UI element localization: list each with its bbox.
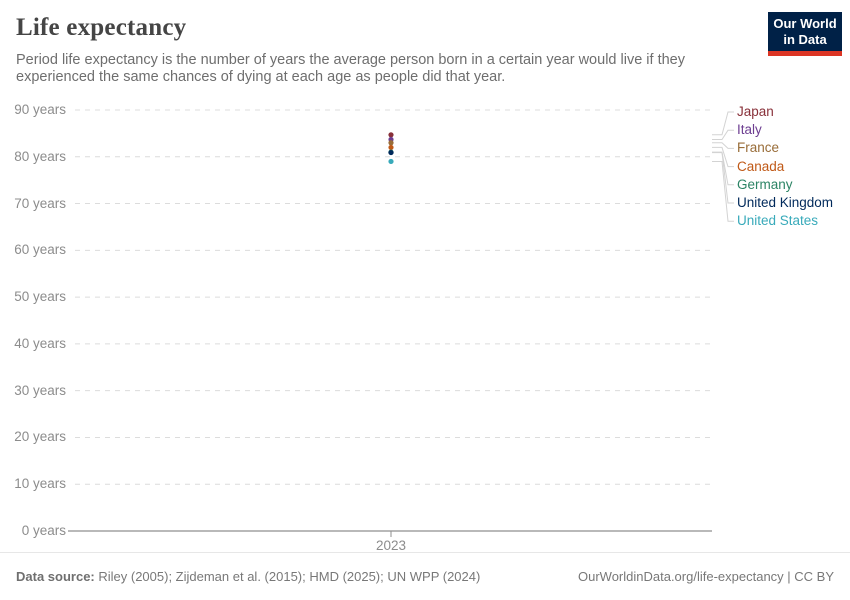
data-point-united-kingdom[interactable]	[388, 149, 394, 156]
data-point-united-states[interactable]	[388, 158, 394, 165]
y-tick-label: 10 years	[14, 476, 66, 492]
footer-link[interactable]: OurWorldinData.org/life-expectancy | CC …	[577, 569, 834, 584]
legend-leader-line	[712, 111, 734, 136]
legend-label-canada[interactable]: Canada	[737, 158, 785, 174]
owid-logo-line1: Our World	[773, 16, 837, 31]
y-tick-label: 40 years	[14, 335, 66, 351]
owid-logo[interactable]: Our World in Data	[768, 12, 842, 56]
y-tick-label: 90 years	[14, 102, 66, 117]
y-tick-label: 80 years	[14, 148, 66, 164]
legend-label-united-states[interactable]: United States	[737, 213, 819, 229]
legend-leader-line	[712, 142, 734, 149]
x-axis-tick-label: 2023	[375, 538, 407, 553]
y-tick-label: 70 years	[14, 195, 66, 211]
legend-leader-line	[712, 152, 734, 204]
legend-leader-line	[712, 146, 734, 168]
legend-label-france[interactable]: France	[737, 140, 780, 156]
footer-source-text: Riley (2005); Zijdeman et al. (2015); HM…	[94, 569, 481, 584]
legend-label-germany[interactable]: Germany	[737, 176, 793, 192]
legend-leader-line	[712, 129, 734, 140]
legend-label-italy[interactable]: Italy	[737, 122, 762, 138]
footer: Data source: Riley (2005); Zijdeman et a…	[0, 552, 850, 584]
chart-subtitle: Period life expectancy is the number of …	[16, 52, 685, 85]
footer-source: Data source: Riley (2005); Zijdeman et a…	[16, 569, 480, 584]
y-tick-label: 0 years	[21, 523, 66, 538]
chart-title: Life expectancy	[16, 14, 187, 41]
data-point-france[interactable]	[388, 140, 394, 146]
legend-leader-line	[712, 160, 734, 222]
y-tick-label: 60 years	[14, 242, 66, 258]
data-point-canada[interactable]	[388, 144, 394, 151]
legend-label-united-kingdom[interactable]: United Kingdom	[737, 195, 834, 210]
footer-source-label: Data source:	[16, 569, 95, 584]
y-tick-label: 50 years	[14, 289, 66, 305]
data-point-japan[interactable]	[388, 132, 394, 138]
legend-label-japan[interactable]: Japan	[737, 104, 774, 119]
owid-logo-line2: in Data	[783, 32, 827, 47]
y-tick-label: 30 years	[14, 382, 66, 398]
y-tick-label: 20 years	[14, 429, 66, 445]
